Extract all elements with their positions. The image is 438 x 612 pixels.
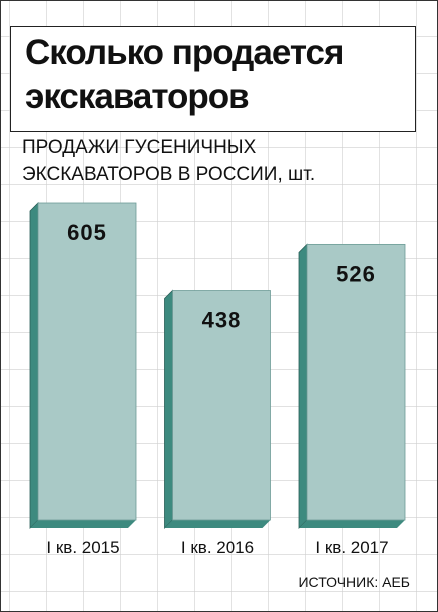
bar-front xyxy=(172,290,271,521)
bar-front xyxy=(306,243,406,521)
bar-base xyxy=(299,520,405,528)
x-tick-label: I кв. 2016 xyxy=(181,538,254,557)
bar xyxy=(29,202,137,529)
bar-side xyxy=(29,202,39,529)
x-tick-label: I кв. 2017 xyxy=(315,538,388,557)
bar-base xyxy=(164,520,271,528)
bar xyxy=(164,289,271,529)
bar xyxy=(298,243,406,529)
chart-title: Сколько продается экскаваторов xyxy=(10,26,416,132)
bar-base xyxy=(30,520,136,528)
value-label: 526 xyxy=(336,261,376,286)
source-note: ИСТОЧНИК: АЕБ xyxy=(298,574,410,590)
bar-side xyxy=(298,243,308,529)
value-label: 438 xyxy=(202,308,242,333)
x-tick-label: I кв. 2015 xyxy=(46,538,119,557)
bar-front xyxy=(37,202,137,521)
value-label: 605 xyxy=(67,220,107,245)
bar-side xyxy=(164,289,173,529)
chart-subtitle: ПРОДАЖИ ГУСЕНИЧНЫХ ЭКСКАВАТОРОВ В РОССИИ… xyxy=(22,137,316,185)
